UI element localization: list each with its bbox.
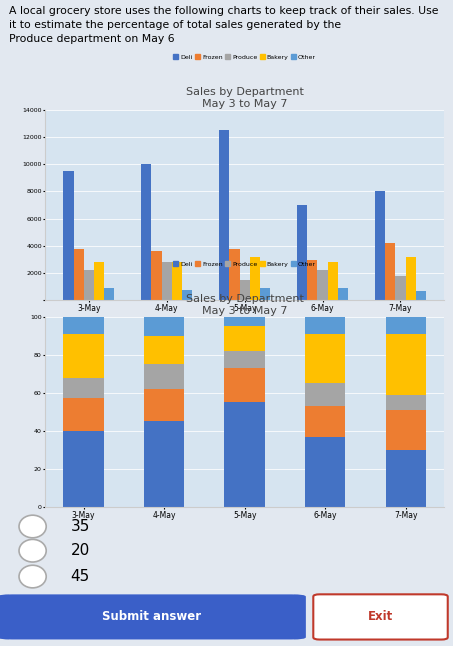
Bar: [386, 317, 426, 334]
Text: A local grocery store uses the following charts to keep track of their sales. Us: A local grocery store uses the following…: [9, 6, 439, 45]
Title: Sales by Department
May 3 to May 7: Sales by Department May 3 to May 7: [186, 87, 304, 109]
Bar: [63, 317, 104, 334]
Bar: [375, 191, 386, 300]
Bar: [73, 249, 84, 300]
Bar: [305, 383, 345, 406]
Bar: [225, 317, 265, 326]
Bar: [305, 317, 345, 334]
Bar: [162, 262, 172, 300]
Bar: [260, 288, 270, 300]
Bar: [307, 260, 318, 300]
Ellipse shape: [19, 516, 46, 537]
Bar: [305, 406, 345, 437]
Bar: [297, 205, 307, 300]
Bar: [395, 276, 405, 300]
Bar: [305, 437, 345, 507]
Text: 35: 35: [71, 519, 90, 534]
Bar: [219, 130, 229, 300]
Bar: [63, 334, 104, 377]
Ellipse shape: [19, 539, 46, 562]
FancyBboxPatch shape: [313, 594, 448, 640]
Bar: [144, 421, 184, 507]
Bar: [386, 243, 395, 300]
Text: Submit answer: Submit answer: [102, 610, 201, 623]
Bar: [250, 257, 260, 300]
Bar: [386, 450, 426, 507]
Bar: [225, 368, 265, 402]
Bar: [386, 395, 426, 410]
Bar: [144, 389, 184, 421]
Title: Sales by Department
May 3 to May 7: Sales by Department May 3 to May 7: [186, 294, 304, 316]
Bar: [84, 271, 94, 300]
Bar: [144, 317, 184, 336]
Bar: [151, 251, 162, 300]
Legend: Deli, Frozen, Produce, Bakery, Other: Deli, Frozen, Produce, Bakery, Other: [171, 52, 318, 62]
Text: Exit: Exit: [368, 610, 393, 623]
Bar: [225, 402, 265, 507]
Bar: [318, 271, 328, 300]
Bar: [63, 171, 73, 300]
Bar: [182, 289, 192, 300]
Bar: [63, 377, 104, 399]
Bar: [405, 257, 416, 300]
Bar: [63, 399, 104, 431]
Ellipse shape: [19, 565, 46, 588]
Bar: [240, 280, 250, 300]
Legend: Deli, Frozen, Produce, Bakery, Other: Deli, Frozen, Produce, Bakery, Other: [171, 258, 318, 269]
Bar: [328, 262, 338, 300]
Text: 20: 20: [71, 543, 90, 558]
Bar: [229, 249, 240, 300]
Bar: [305, 334, 345, 383]
Bar: [386, 410, 426, 450]
Bar: [338, 288, 348, 300]
Bar: [416, 291, 426, 300]
Bar: [172, 262, 182, 300]
Bar: [141, 164, 151, 300]
FancyBboxPatch shape: [0, 594, 306, 640]
Bar: [386, 334, 426, 395]
Bar: [104, 288, 114, 300]
Bar: [94, 262, 104, 300]
Bar: [63, 431, 104, 507]
Text: 45: 45: [71, 569, 90, 584]
Bar: [225, 351, 265, 368]
Bar: [144, 364, 184, 389]
Bar: [225, 326, 265, 351]
Bar: [144, 336, 184, 364]
